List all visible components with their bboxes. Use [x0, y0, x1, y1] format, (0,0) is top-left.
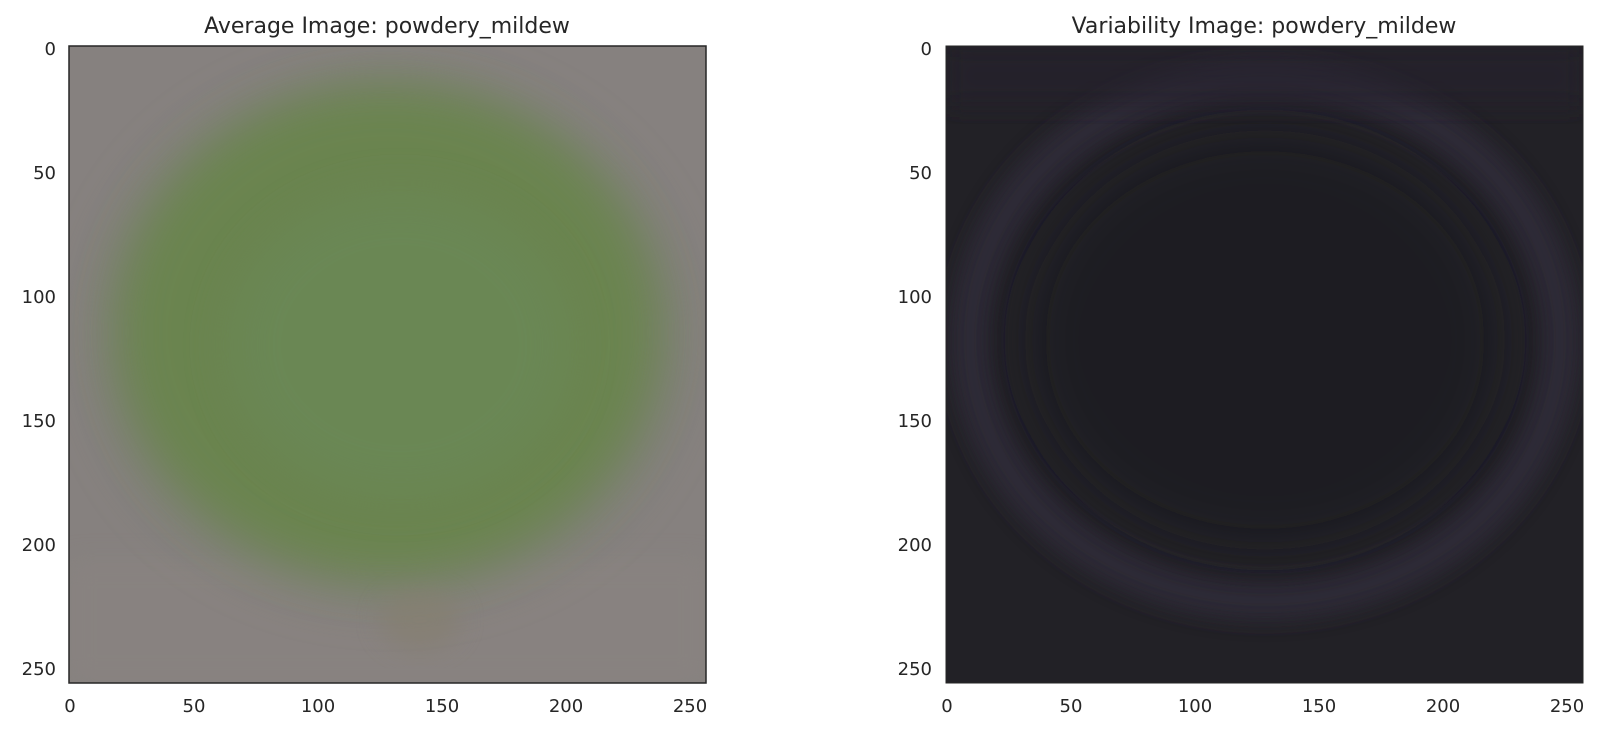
- variability-image-title: Variability Image: powdery_mildew: [1072, 14, 1457, 39]
- x-tick-label: 150: [425, 696, 459, 717]
- y-tick-label: 50: [909, 163, 932, 184]
- average-image-panel: Average Image: powdery_mildew 0 50 100 1…: [22, 14, 708, 717]
- y-tick-label: 0: [921, 39, 932, 60]
- variability-image: [946, 46, 1583, 683]
- x-tick-label: 200: [1426, 696, 1460, 717]
- y-tick-label: 50: [33, 163, 56, 184]
- x-tick-label: 250: [673, 696, 707, 717]
- y-tick-label: 150: [22, 411, 56, 432]
- x-tick-label: 100: [1178, 696, 1212, 717]
- x-tick-label: 50: [183, 696, 206, 717]
- average-image: [69, 46, 706, 683]
- average-image-y-axis: 0 50 100 150 200 250: [22, 39, 56, 680]
- x-tick-label: 100: [301, 696, 335, 717]
- y-tick-label: 0: [45, 39, 56, 60]
- y-tick-label: 150: [898, 411, 932, 432]
- x-tick-label: 150: [1302, 696, 1336, 717]
- y-tick-label: 200: [22, 535, 56, 556]
- average-image-frame: [68, 45, 707, 684]
- variability-image-frame: [945, 45, 1584, 684]
- variability-image-x-axis: 0 50 100 150 200 250: [941, 696, 1584, 717]
- y-tick-label: 100: [898, 287, 932, 308]
- variability-image-panel: Variability Image: powdery_mildew 0 50 1…: [898, 14, 1585, 717]
- average-image-x-axis: 0 50 100 150 200 250: [64, 696, 707, 717]
- x-tick-label: 0: [941, 696, 952, 717]
- y-tick-label: 250: [22, 659, 56, 680]
- x-tick-label: 50: [1060, 696, 1083, 717]
- y-tick-label: 100: [22, 287, 56, 308]
- average-image-title: Average Image: powdery_mildew: [204, 14, 570, 39]
- y-tick-label: 250: [898, 659, 932, 680]
- x-tick-label: 200: [549, 696, 583, 717]
- x-tick-label: 250: [1550, 696, 1584, 717]
- variability-image-y-axis: 0 50 100 150 200 250: [898, 39, 932, 680]
- x-tick-label: 0: [64, 696, 75, 717]
- y-tick-label: 200: [898, 535, 932, 556]
